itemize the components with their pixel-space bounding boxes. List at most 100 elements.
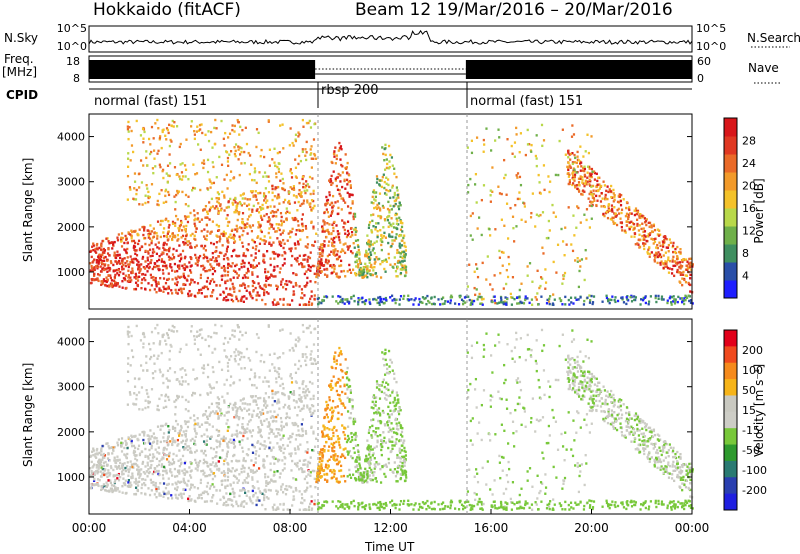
nsky-panel: 10^5 10^0 10^5 10^0 — [57, 22, 790, 53]
power-cell — [281, 123, 284, 126]
power-cell — [136, 283, 139, 287]
power-cell — [678, 266, 681, 269]
power-cell — [159, 235, 162, 239]
power-cell — [357, 248, 360, 252]
power-cell — [596, 199, 599, 202]
power-cell — [187, 292, 190, 295]
power-cell — [386, 218, 390, 222]
power-cell — [536, 303, 540, 306]
power-cell — [116, 272, 119, 275]
velocity-cell — [174, 493, 177, 497]
velocity-cell — [162, 448, 165, 452]
velocity-cell — [133, 493, 136, 496]
power-cell — [156, 246, 159, 249]
power-cell — [238, 254, 241, 258]
power-cell — [328, 179, 331, 182]
velocity-cell — [200, 469, 203, 473]
power-cell — [584, 248, 587, 252]
power-cell — [339, 174, 342, 177]
power-cell — [100, 243, 103, 247]
power-cell — [624, 231, 627, 234]
velocity-cell — [283, 393, 286, 397]
power-cell — [394, 270, 398, 273]
power-cell — [183, 242, 186, 245]
velocity-cell — [266, 404, 269, 407]
power-cell — [149, 254, 152, 258]
power-cell — [218, 264, 221, 267]
power-cell — [482, 297, 485, 301]
power-cell — [176, 292, 179, 295]
velocity-cell — [283, 462, 286, 466]
power-cell — [225, 217, 228, 220]
power-cell — [146, 229, 149, 232]
power-cell — [606, 216, 610, 220]
velocity-cell — [96, 482, 99, 486]
power-cell — [499, 300, 503, 304]
velocity-cell — [100, 475, 103, 478]
velocity-cell — [243, 431, 246, 434]
power-cell — [564, 295, 567, 299]
velocity-cell — [158, 494, 161, 497]
power-cell — [643, 234, 646, 237]
power-cell — [584, 179, 587, 183]
velocity-cell — [124, 483, 127, 487]
power-cell — [194, 217, 197, 221]
power-cell — [340, 264, 343, 267]
power-cell — [224, 232, 227, 235]
power-cell — [188, 261, 191, 264]
power-cell — [167, 193, 171, 197]
power-cell — [612, 192, 615, 195]
power-cell — [596, 183, 599, 186]
power-cell — [688, 299, 691, 303]
velocity-cell — [180, 441, 183, 444]
velocity-cell — [103, 469, 106, 472]
velocity-cell — [298, 399, 302, 402]
power-cell — [390, 294, 394, 297]
power-cell — [168, 223, 171, 227]
velocity-cell — [147, 457, 150, 460]
velocity-cell — [218, 469, 221, 472]
power-cell — [335, 300, 338, 303]
velocity-cell — [230, 503, 233, 507]
power-cell — [588, 178, 591, 182]
power-cell — [613, 298, 616, 302]
power-cell — [158, 254, 161, 258]
velocity-cell — [149, 437, 152, 441]
power-cell — [181, 175, 185, 178]
power-cell — [239, 125, 242, 129]
velocity-cell — [262, 496, 266, 499]
power-cell — [515, 126, 518, 130]
power-cell — [319, 245, 322, 249]
power-cell — [179, 219, 183, 223]
power-cell — [276, 255, 280, 258]
power-cell — [159, 135, 162, 138]
power-cell — [679, 273, 682, 276]
velocity-cell — [153, 436, 156, 439]
power-cell — [515, 174, 518, 177]
power-cell — [572, 177, 575, 181]
power-cell — [211, 278, 214, 281]
power-cell — [289, 249, 292, 253]
power-cell — [501, 301, 504, 304]
velocity-cell — [198, 425, 201, 428]
power-cell — [263, 242, 266, 245]
power-cell — [571, 249, 575, 253]
power-cell — [303, 294, 306, 297]
velocity-cell — [241, 423, 244, 426]
power-cell — [121, 280, 124, 283]
power-cell — [271, 187, 274, 191]
power-cell — [127, 273, 130, 277]
power-cell — [356, 265, 360, 269]
power-cell — [387, 144, 391, 148]
power-cell — [133, 276, 136, 279]
power-cell — [312, 138, 316, 141]
power-cell — [346, 171, 349, 174]
power-cell — [309, 266, 312, 269]
power-cell — [404, 245, 407, 249]
power-cell — [228, 264, 231, 268]
power-cell — [153, 250, 156, 254]
velocity-cell — [264, 508, 267, 511]
power-cell — [681, 283, 684, 287]
power-cell — [479, 302, 482, 305]
power-cell — [649, 295, 652, 298]
